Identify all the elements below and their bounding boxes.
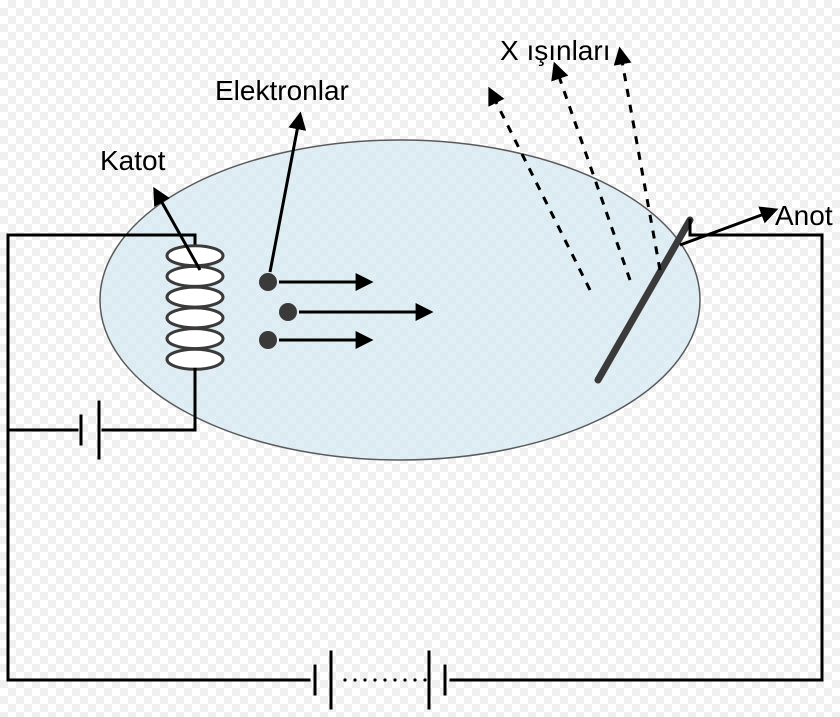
cell2-dot	[403, 678, 406, 681]
cell2-dot	[363, 678, 366, 681]
cathode-coil-turn	[167, 329, 223, 349]
diagram-stage: Katot Elektronlar X ışınları Anot	[0, 0, 840, 717]
cathode-coil-turn	[167, 308, 223, 328]
electron-dot	[279, 303, 297, 321]
cell2-dot	[383, 678, 386, 681]
cell2-dot	[343, 678, 346, 681]
cell2-dot	[373, 678, 376, 681]
cell2-dot	[423, 678, 426, 681]
cell2-dot	[413, 678, 416, 681]
label-xrays: X ışınları	[500, 35, 610, 67]
label-anode: Anot	[775, 200, 833, 232]
cell2-dot	[353, 678, 356, 681]
label-electrons: Elektronlar	[215, 75, 349, 107]
electron-dot	[259, 273, 277, 291]
cathode-coil-turn	[167, 349, 223, 369]
cathode-coil-turn	[167, 287, 223, 307]
cell2-dot	[393, 678, 396, 681]
diagram-svg	[0, 0, 840, 717]
anode-arrow	[680, 210, 775, 245]
label-cathode: Katot	[100, 145, 165, 177]
cathode-coil-turn	[167, 266, 223, 286]
electron-dot	[259, 331, 277, 349]
